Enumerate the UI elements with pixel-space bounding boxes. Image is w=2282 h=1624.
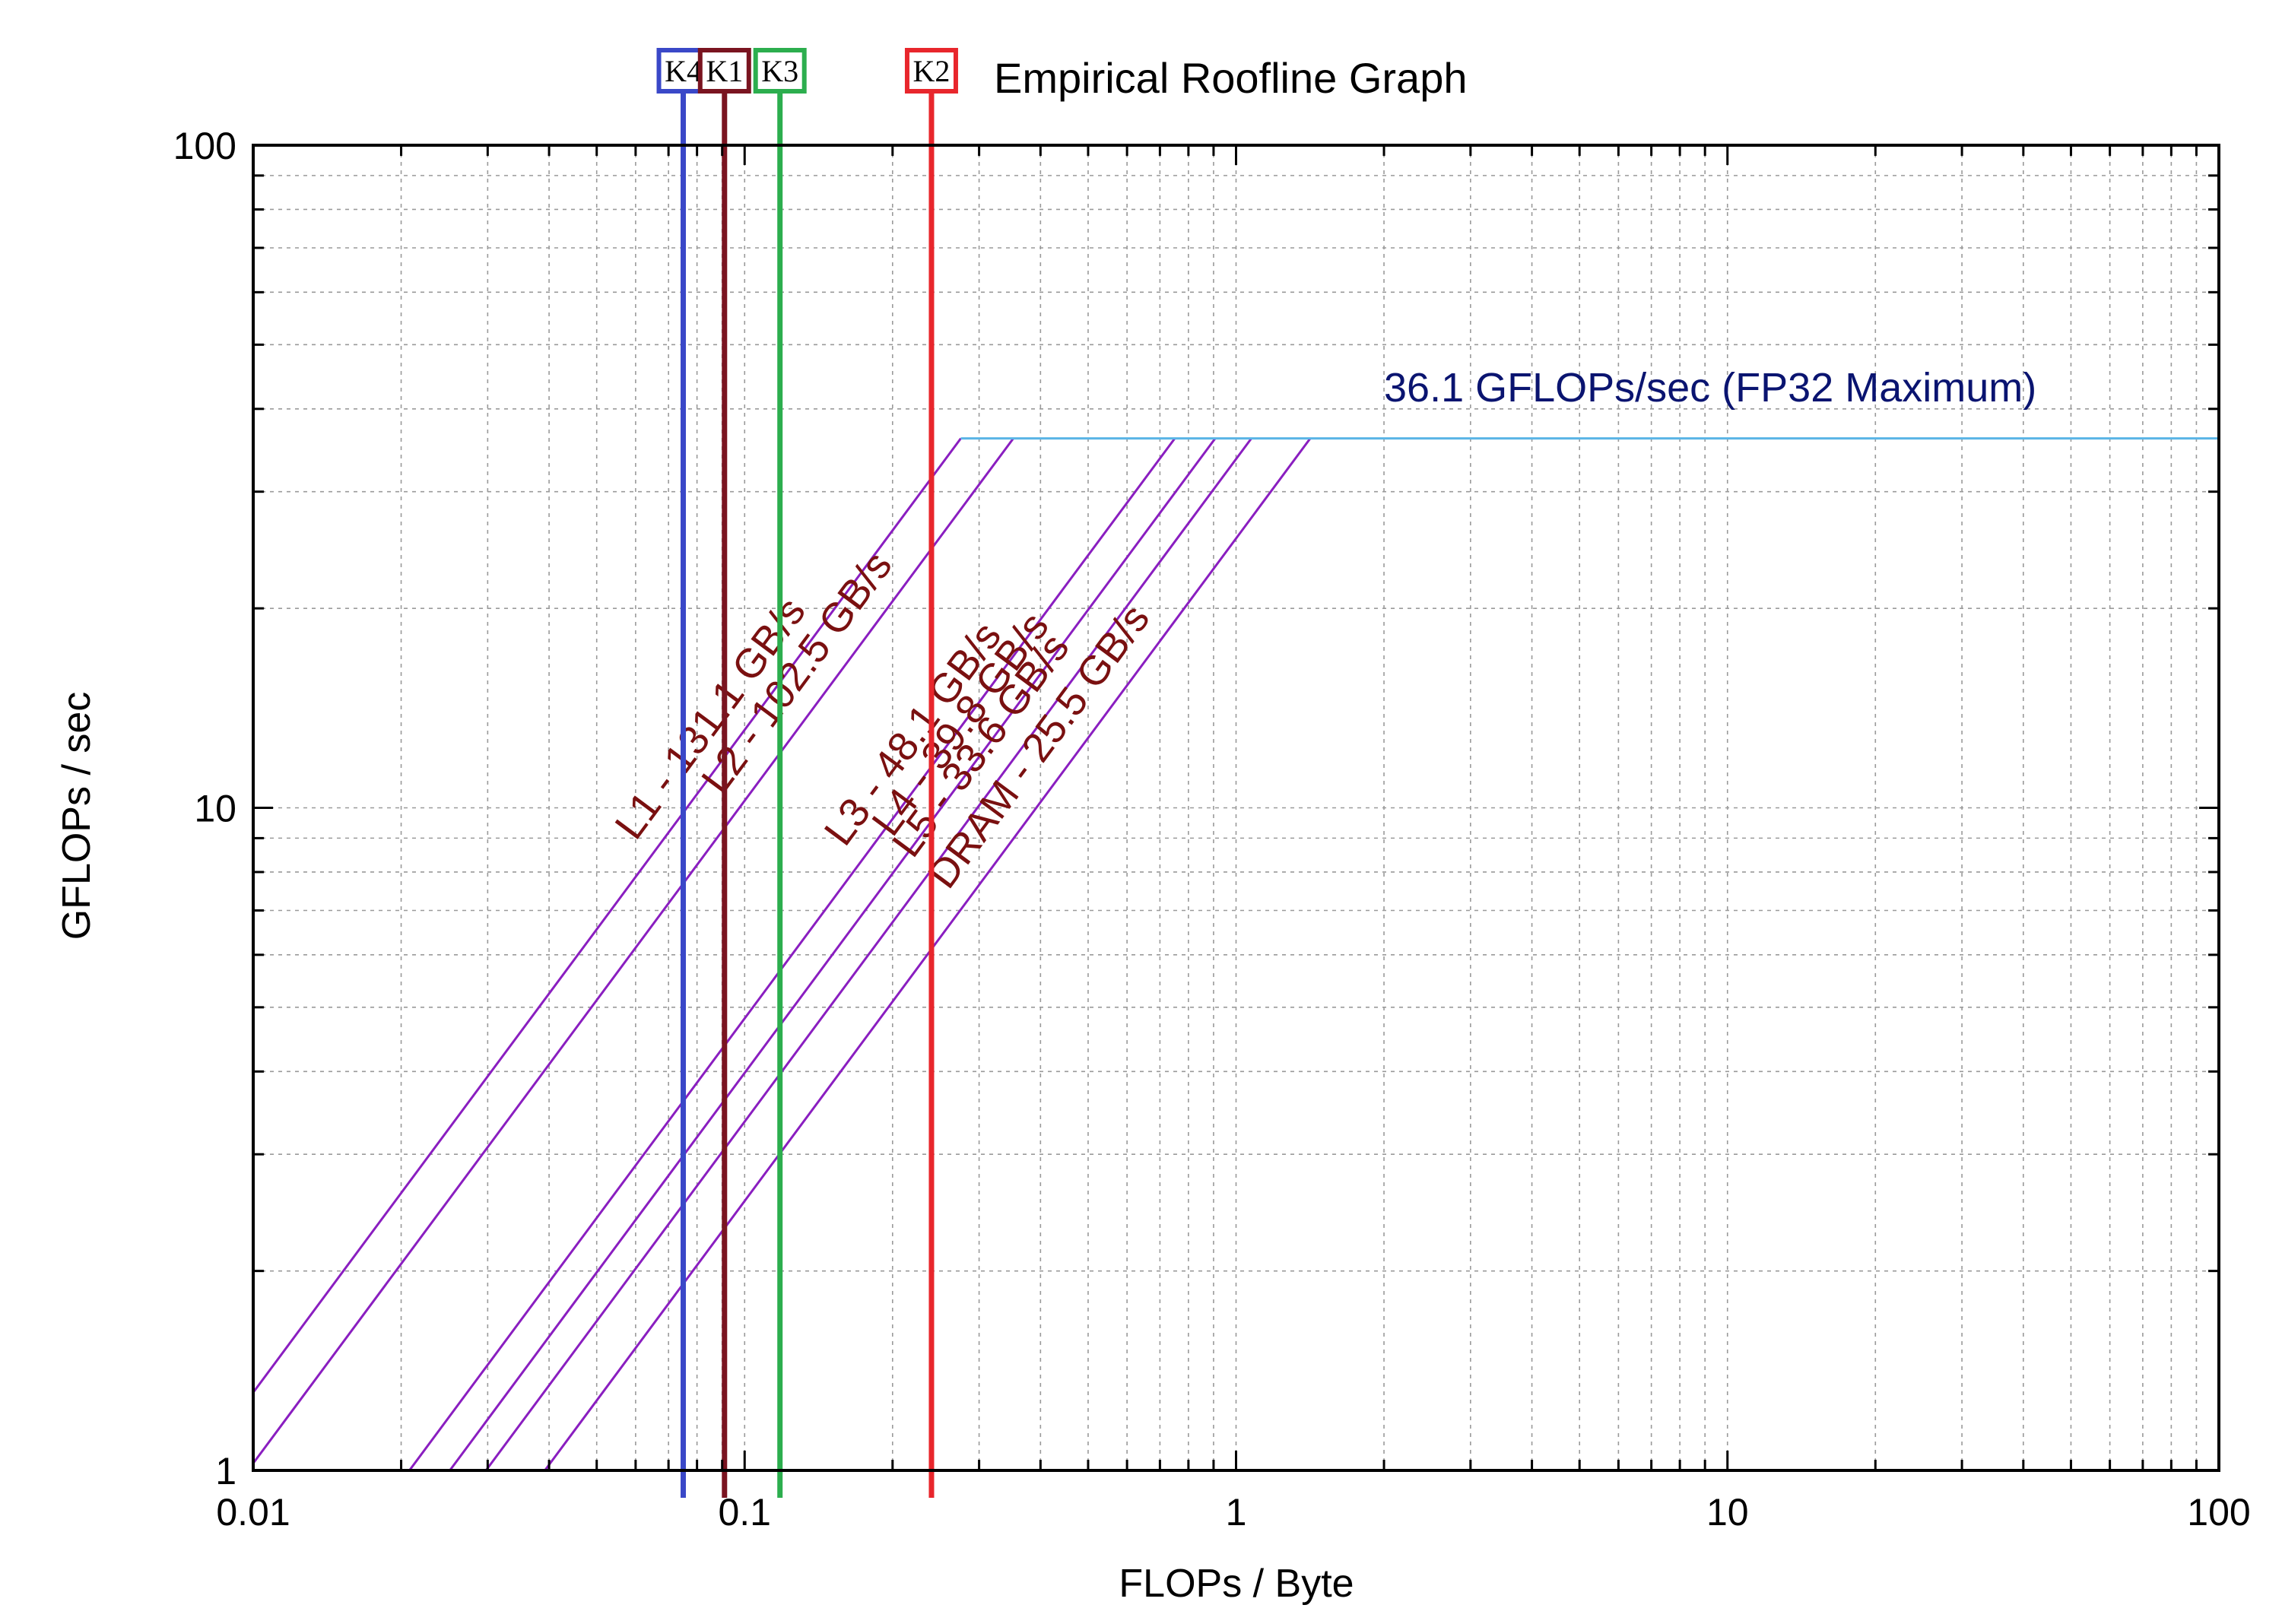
x-tick-label: 0.01 bbox=[216, 1491, 290, 1534]
axis-ticks: 0.01 0.1 1 10 100 1 10 100 bbox=[173, 125, 2251, 1534]
kernel-label-K4: K4 bbox=[665, 54, 702, 88]
kernel-markers: K4 K1 K3 K2 bbox=[656, 48, 958, 1498]
x-tick-label: 10 bbox=[1706, 1491, 1749, 1534]
roofline-4 bbox=[484, 437, 1252, 1471]
x-tick-label: 0.1 bbox=[718, 1491, 771, 1534]
roofline-1 bbox=[252, 437, 1014, 1464]
kernel-box-K2 bbox=[904, 48, 958, 94]
y-tick-label: 100 bbox=[173, 125, 236, 167]
x-tick-label: 100 bbox=[2187, 1491, 2250, 1534]
roofline-2 bbox=[408, 437, 1176, 1471]
kernel-box-K3 bbox=[753, 48, 807, 94]
y-tick-label: 10 bbox=[194, 788, 236, 830]
grid bbox=[253, 145, 2219, 1470]
x-axis-label: FLOPs / Byte bbox=[1119, 1562, 1354, 1606]
y-axis-label: GFLOPs / sec bbox=[55, 692, 99, 940]
kernel-label-K1: K1 bbox=[706, 54, 743, 88]
ceiling-label: 36.1 GFLOPs/sec (FP32 Maximum) bbox=[1384, 365, 2036, 411]
y-tick-label: 1 bbox=[215, 1450, 236, 1492]
kernel-label-K3: K3 bbox=[761, 54, 798, 88]
x-tick-label: 1 bbox=[1226, 1491, 1247, 1534]
roofline-3 bbox=[449, 437, 1217, 1471]
kernel-box-K1 bbox=[697, 48, 751, 94]
roofline-5 bbox=[544, 437, 1312, 1471]
kernel-label-K2: K2 bbox=[913, 54, 951, 88]
chart-title: Empirical Roofline Graph bbox=[994, 54, 1467, 102]
roofline-0 bbox=[252, 437, 962, 1394]
